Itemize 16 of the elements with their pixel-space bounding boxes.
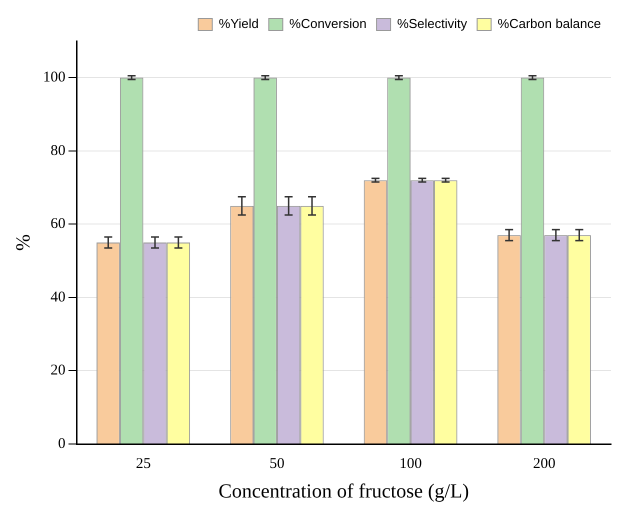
legend-label: %Selectivity xyxy=(397,16,468,32)
legend-label: %Yield xyxy=(218,16,259,32)
y-tick-label: 0 xyxy=(58,436,66,452)
y-tick-label: 40 xyxy=(50,289,66,306)
x-tick-label: 25 xyxy=(136,456,151,472)
x-tick-label: 200 xyxy=(532,456,556,472)
x-tick-label: 100 xyxy=(399,456,422,472)
x-axis-title: Concentration of fructose (g/L) xyxy=(218,480,469,502)
y-tick-label: 20 xyxy=(50,362,66,379)
y-tick-label: 100 xyxy=(43,70,66,86)
y-axis-title: % xyxy=(12,234,34,251)
y-tick-label: 80 xyxy=(50,142,66,159)
x-tick-label: 50 xyxy=(269,456,284,472)
y-tick-label: 60 xyxy=(50,216,66,232)
legend-label: %Conversion xyxy=(289,16,367,32)
legend-label: %Carbon balance xyxy=(498,16,602,32)
